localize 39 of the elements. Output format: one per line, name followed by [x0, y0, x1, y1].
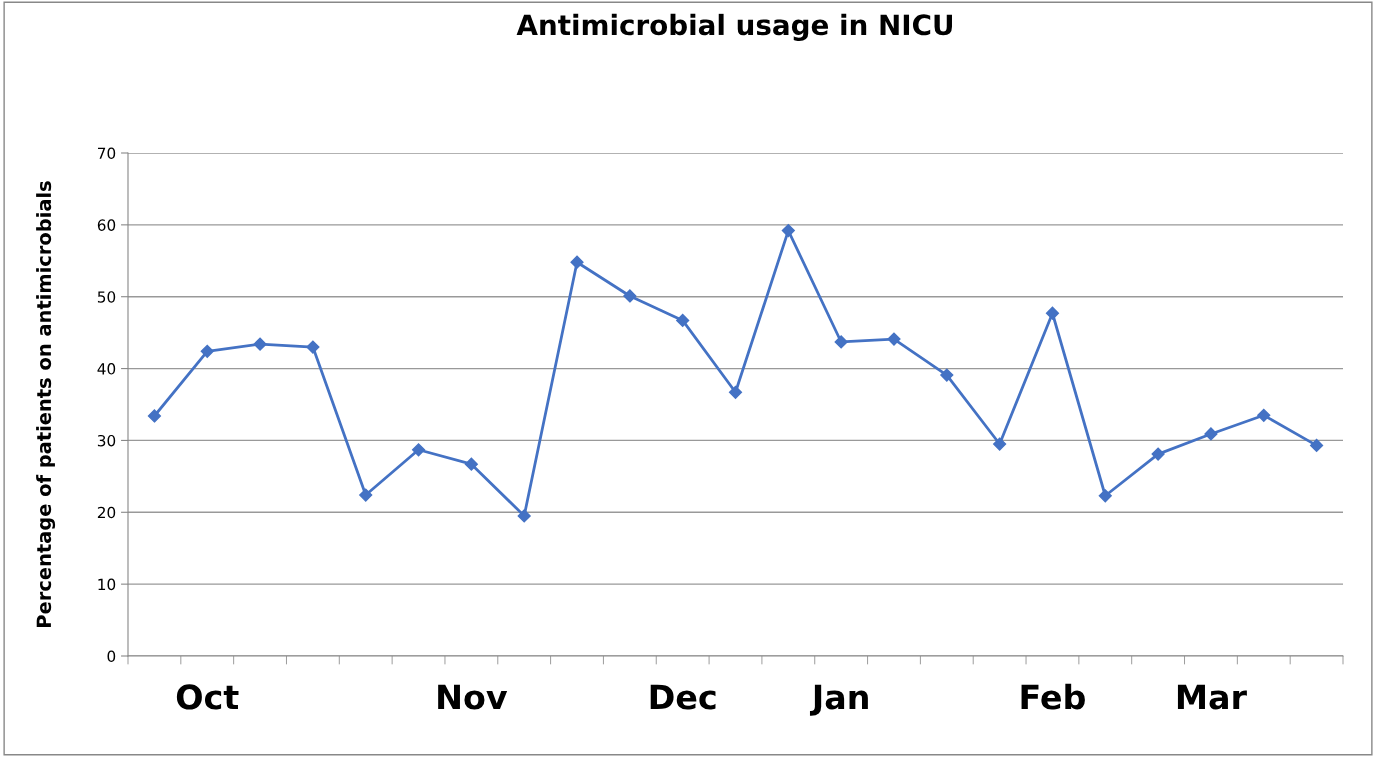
x-tick-label: Mar [1177, 684, 1247, 710]
point [1309, 438, 1324, 453]
point [411, 443, 426, 457]
y-tick-label: 50 [97, 291, 116, 303]
x-tick-label: Feb [1021, 683, 1085, 710]
point [359, 488, 373, 502]
point [887, 332, 901, 346]
point [147, 409, 162, 423]
point [1045, 306, 1060, 320]
x-tick-label: Jan [809, 684, 868, 716]
point [306, 340, 320, 354]
chart-title: Antimicrobial usage in NICU [516, 13, 952, 41]
y-tick-label: 10 [98, 578, 116, 591]
y-tick-label: 40 [97, 363, 116, 375]
y-axis-title: Percentage of patients on antimicrobials [36, 181, 56, 627]
point [200, 344, 214, 358]
point [728, 385, 743, 399]
point [1204, 427, 1218, 441]
y-tick-label: 30 [97, 434, 116, 447]
point [253, 337, 267, 351]
point [1257, 408, 1271, 422]
x-tick-label: Oct [176, 684, 239, 710]
point [993, 437, 1007, 451]
point [464, 457, 478, 471]
point [834, 335, 848, 349]
point [570, 255, 584, 269]
point [623, 289, 637, 303]
y-tick-label: 60 [97, 219, 116, 231]
y-tick-label: 0 [107, 650, 116, 663]
point [781, 224, 795, 238]
x-tick-label: Nov [438, 684, 508, 710]
point [1098, 489, 1112, 503]
point [940, 368, 954, 382]
point [517, 509, 531, 523]
y-tick-label: 20 [97, 506, 116, 519]
point [1151, 447, 1165, 461]
point [676, 313, 690, 328]
x-tick-label: Dec [650, 684, 716, 710]
y-tick-label: 70 [98, 147, 116, 160]
